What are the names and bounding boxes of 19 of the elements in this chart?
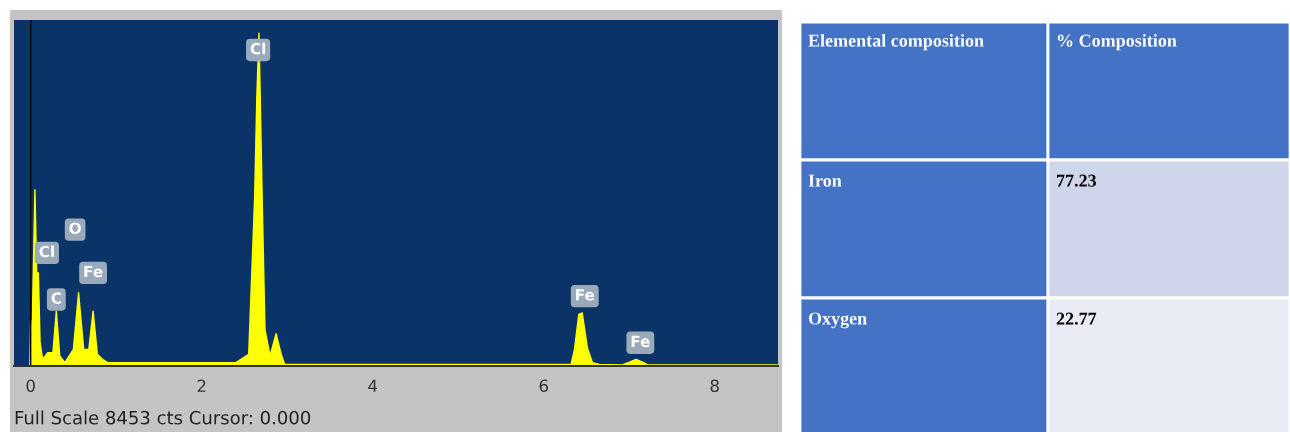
- annotation: Fe: [84, 265, 103, 278]
- x-tick-label: 0: [26, 379, 35, 393]
- annotation: Cl: [250, 42, 266, 55]
- annotation: O: [69, 222, 81, 235]
- annotation: Fe: [576, 289, 595, 301]
- text: Elemental composition: [808, 34, 984, 51]
- data-label: 22.77: [1056, 312, 1097, 325]
- category-label: Iron: [808, 174, 842, 187]
- text: Full Scale 8453 cts Cursor: 0.000: [15, 410, 311, 425]
- data-label: 77.23: [1057, 174, 1097, 187]
- annotation: C: [51, 292, 61, 304]
- x-tick-label: 6: [539, 379, 548, 393]
- x-tick-label: 8: [710, 379, 719, 393]
- category-label: Oxygen: [808, 312, 867, 329]
- x-tick-label: 2: [197, 379, 206, 392]
- annotation: Fe: [631, 335, 650, 348]
- x-tick-label: 4: [368, 379, 378, 392]
- annotation: Cl: [39, 245, 54, 258]
- text: % Composition: [1057, 34, 1177, 51]
